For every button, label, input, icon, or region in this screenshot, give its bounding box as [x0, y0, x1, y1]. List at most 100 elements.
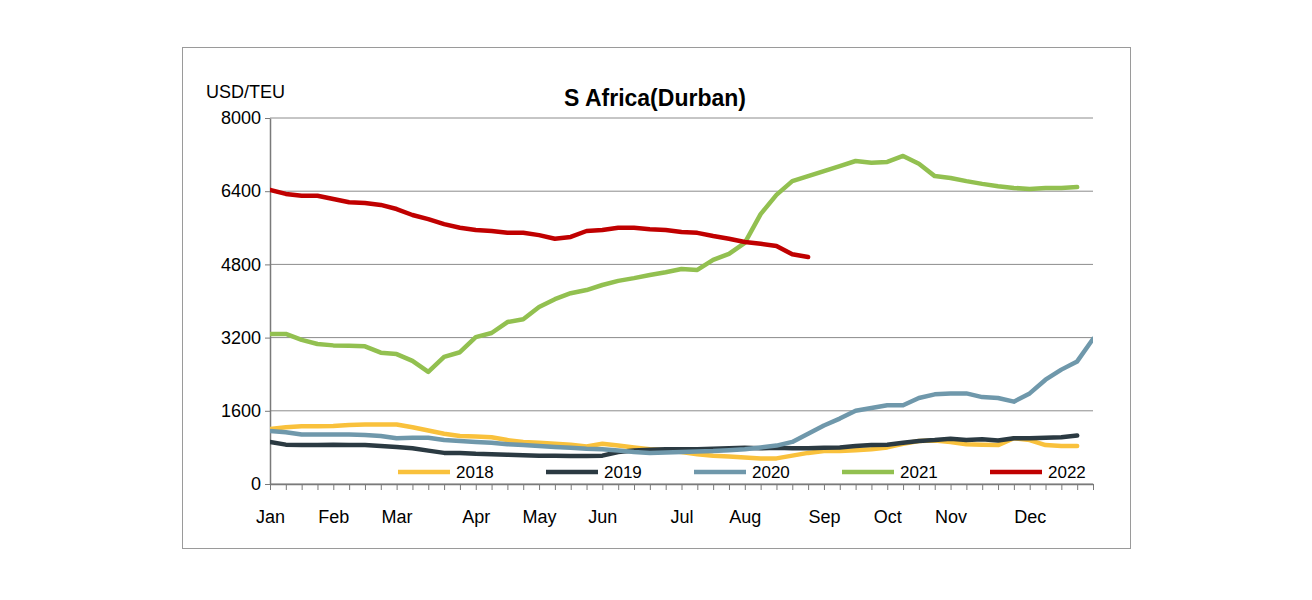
legend-swatch: [990, 470, 1042, 475]
x-tick-mark: [713, 484, 714, 490]
x-tick-mark: [397, 484, 398, 490]
x-tick-mark: [270, 484, 271, 490]
x-tick-mark: [998, 484, 999, 490]
y-tick: 8000: [221, 108, 270, 128]
x-tick-mark: [903, 484, 904, 490]
x-tick-mark: [697, 484, 698, 490]
x-tick: [381, 484, 382, 490]
legend-swatch: [694, 470, 746, 475]
x-tick-mark: [887, 484, 888, 490]
x-tick-mark: [761, 484, 762, 490]
x-tick: [444, 484, 445, 490]
x-tick-mark: [856, 484, 857, 490]
y-tick-label: 1600: [221, 401, 261, 421]
x-tick-mark: [951, 484, 952, 490]
y-tick-mark: [265, 411, 270, 412]
x-tick-mark: [682, 484, 683, 490]
x-tick: [492, 484, 493, 490]
x-tick: [792, 484, 793, 490]
x-tick: [697, 484, 698, 490]
x-tick: [349, 484, 350, 490]
y-axis: 0 1600 3200 4800 6400 8000: [221, 108, 271, 494]
x-tick-mark: [571, 484, 572, 490]
legend-swatch: [546, 470, 598, 475]
x-tick-mark: [286, 484, 287, 490]
x-tick-mark: [365, 484, 366, 490]
x-tick: [302, 484, 303, 490]
x-tick-mark: [1014, 484, 1015, 490]
x-tick: [729, 484, 730, 490]
x-tick: [634, 484, 635, 490]
grid-line: [270, 410, 1093, 411]
legend-label: 2021: [900, 463, 938, 482]
legend-item: 2021: [842, 463, 938, 482]
x-tick-mark: [966, 484, 967, 490]
x-tick-label: Oct: [874, 507, 902, 527]
x-tick: [555, 484, 556, 490]
x-tick-mark: [523, 484, 524, 490]
x-axis: JanFebMarAprMayJunJulAugSepOctNovDec: [256, 484, 1094, 527]
x-tick-mark: [476, 484, 477, 490]
x-tick: [1093, 484, 1094, 490]
series-line: [270, 190, 808, 257]
x-tick: [286, 484, 287, 490]
x-tick: Jul: [670, 484, 693, 527]
x-tick-mark: [507, 484, 508, 490]
x-tick-mark: [539, 484, 540, 490]
x-tick: [618, 484, 619, 490]
x-tick: [1061, 484, 1062, 490]
x-tick: [523, 484, 524, 490]
y-tick: 0: [251, 474, 270, 494]
chart-title: S Africa(Durban): [564, 85, 746, 111]
legend-swatch: [842, 470, 894, 475]
x-tick-mark: [1061, 484, 1062, 490]
x-tick-label: Apr: [462, 507, 490, 527]
x-tick: [507, 484, 508, 490]
legend-item: 2020: [694, 463, 790, 482]
x-tick: [776, 484, 777, 490]
legend: 20182019202020212022: [398, 463, 1086, 482]
x-tick: [666, 484, 667, 490]
x-tick-mark: [444, 484, 445, 490]
x-tick: [935, 484, 936, 490]
legend-label: 2020: [752, 463, 790, 482]
y-tick: 3200: [221, 328, 270, 348]
legend-label: 2018: [456, 463, 494, 482]
x-tick-mark: [333, 484, 334, 490]
x-tick: Nov: [935, 484, 967, 527]
x-tick-label: Mar: [382, 507, 413, 527]
x-tick: [840, 484, 841, 490]
x-tick-label: Nov: [935, 507, 967, 527]
series-lines: [270, 156, 1093, 458]
x-tick-mark: [618, 484, 619, 490]
y-tick-label: 4800: [221, 255, 261, 275]
y-tick-label: 6400: [221, 181, 261, 201]
x-tick: Feb: [318, 484, 349, 527]
x-tick: Mar: [382, 484, 413, 527]
x-tick-mark: [650, 484, 651, 490]
x-tick: May: [523, 484, 557, 527]
x-tick: Apr: [462, 484, 490, 527]
x-tick: [1077, 484, 1078, 490]
x-tick-label: Jun: [588, 507, 617, 527]
x-tick: [571, 484, 572, 490]
x-tick-label: Feb: [318, 507, 349, 527]
x-tick-mark: [587, 484, 588, 490]
x-tick: [982, 484, 983, 490]
x-tick: [1046, 484, 1047, 490]
legend-swatch: [398, 470, 450, 475]
grid: [270, 118, 1093, 484]
x-tick: [713, 484, 714, 490]
x-tick: Jun: [588, 484, 617, 527]
series-line: [270, 339, 1093, 453]
x-tick-mark: [792, 484, 793, 490]
x-tick-mark: [729, 484, 730, 490]
x-tick-mark: [1046, 484, 1047, 490]
y-tick: 4800: [221, 255, 270, 275]
x-tick-label: May: [523, 507, 557, 527]
x-tick-mark: [840, 484, 841, 490]
x-tick-label: Sep: [808, 507, 840, 527]
x-tick-label: Aug: [729, 507, 761, 527]
x-tick-mark: [349, 484, 350, 490]
x-tick-mark: [1030, 484, 1031, 490]
